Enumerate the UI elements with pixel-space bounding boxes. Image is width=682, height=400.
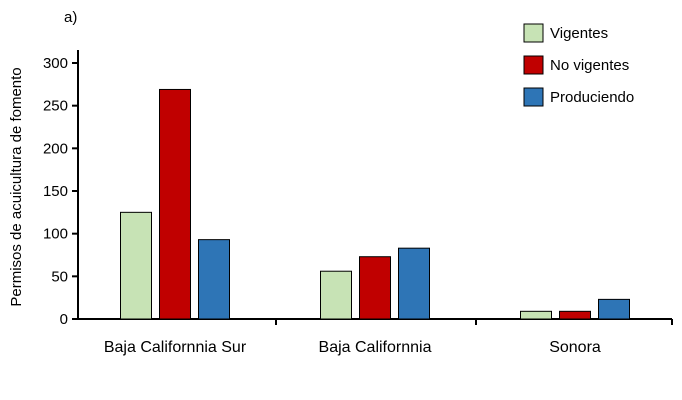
y-tick-label: 150 [43, 183, 68, 200]
legend-label: Vigentes [550, 25, 608, 42]
y-tick-label: 50 [51, 268, 68, 285]
x-category-labels: Baja Californnia Sur Baja Californnia Sono… [104, 339, 601, 356]
y-tick-label: 200 [43, 140, 68, 157]
legend-swatch [523, 87, 544, 107]
y-tick-label: 250 [43, 98, 68, 115]
x-category-label: Sonora [549, 339, 601, 356]
y-axis-label: Permisos de acuicultura de fomento [8, 67, 25, 306]
bar [559, 310, 591, 320]
legend-swatch [523, 23, 544, 43]
y-tick-label: 300 [43, 55, 68, 72]
bars [120, 88, 630, 320]
panel-label: a) [64, 9, 77, 26]
bar [320, 270, 352, 320]
y-tick-label: 100 [43, 226, 68, 243]
legend-label: Produciendo [550, 89, 634, 106]
legend: Vigentes No vigentes Produciendo [523, 23, 634, 107]
legend-swatch [523, 55, 544, 75]
bar [398, 247, 430, 320]
y-tick-label: 0 [60, 311, 68, 328]
bar [120, 211, 152, 320]
bar [198, 239, 230, 320]
y-ticks: 0 50 100 150 200 250 300 [43, 55, 78, 328]
x-category-label: Baja Californnia Sur [104, 339, 247, 356]
bar [359, 256, 391, 320]
bar [520, 310, 552, 320]
bar [598, 298, 630, 320]
x-category-label: Baja Californnia [319, 339, 432, 356]
bar [159, 88, 191, 320]
legend-label: No vigentes [550, 57, 629, 74]
